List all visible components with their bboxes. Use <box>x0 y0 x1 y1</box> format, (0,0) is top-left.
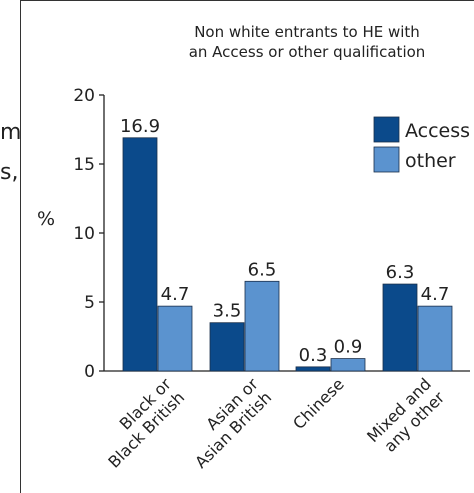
bar-other-2 <box>244 280 280 372</box>
data-label: 6.3 <box>386 262 415 283</box>
y-tick-label: 15 <box>73 155 95 175</box>
bar-access-3 <box>295 366 331 372</box>
chart-title-line-1: Non white entrants to HE with <box>194 23 420 41</box>
legend-label-other: other <box>405 150 456 172</box>
y-axis-label: % <box>37 208 55 230</box>
y-tick-label: 5 <box>84 293 95 313</box>
bar-access-4 <box>382 283 418 372</box>
x-tick-label-group: Chinese <box>289 374 348 433</box>
data-label: 0.3 <box>299 345 328 366</box>
bar-access-1 <box>122 137 158 372</box>
x-tick-label: Chinese <box>289 374 348 433</box>
bar-access-2 <box>209 322 245 372</box>
bar-other-3 <box>330 358 366 372</box>
clipped-text-1: m <box>0 120 22 145</box>
data-label: 0.9 <box>334 337 363 358</box>
bar-other-1 <box>157 305 193 372</box>
data-label: 3.5 <box>213 301 242 322</box>
y-tick-label: 10 <box>73 224 95 244</box>
legend-label-access: Access <box>405 120 470 142</box>
y-tick-label: 0 <box>84 362 95 382</box>
legend-swatch-other <box>373 146 400 173</box>
legend-swatch-access <box>373 116 400 143</box>
chart-frame <box>20 0 474 493</box>
y-tick-label: 20 <box>73 86 95 106</box>
clipped-text-2: s, <box>0 160 19 185</box>
data-label: 6.5 <box>248 259 277 280</box>
chart-title-line-2: an Access or other qualification <box>189 43 426 61</box>
data-label: 16.9 <box>120 116 160 137</box>
data-label: 4.7 <box>421 284 450 305</box>
bar-other-4 <box>417 305 453 372</box>
data-label: 4.7 <box>161 284 190 305</box>
